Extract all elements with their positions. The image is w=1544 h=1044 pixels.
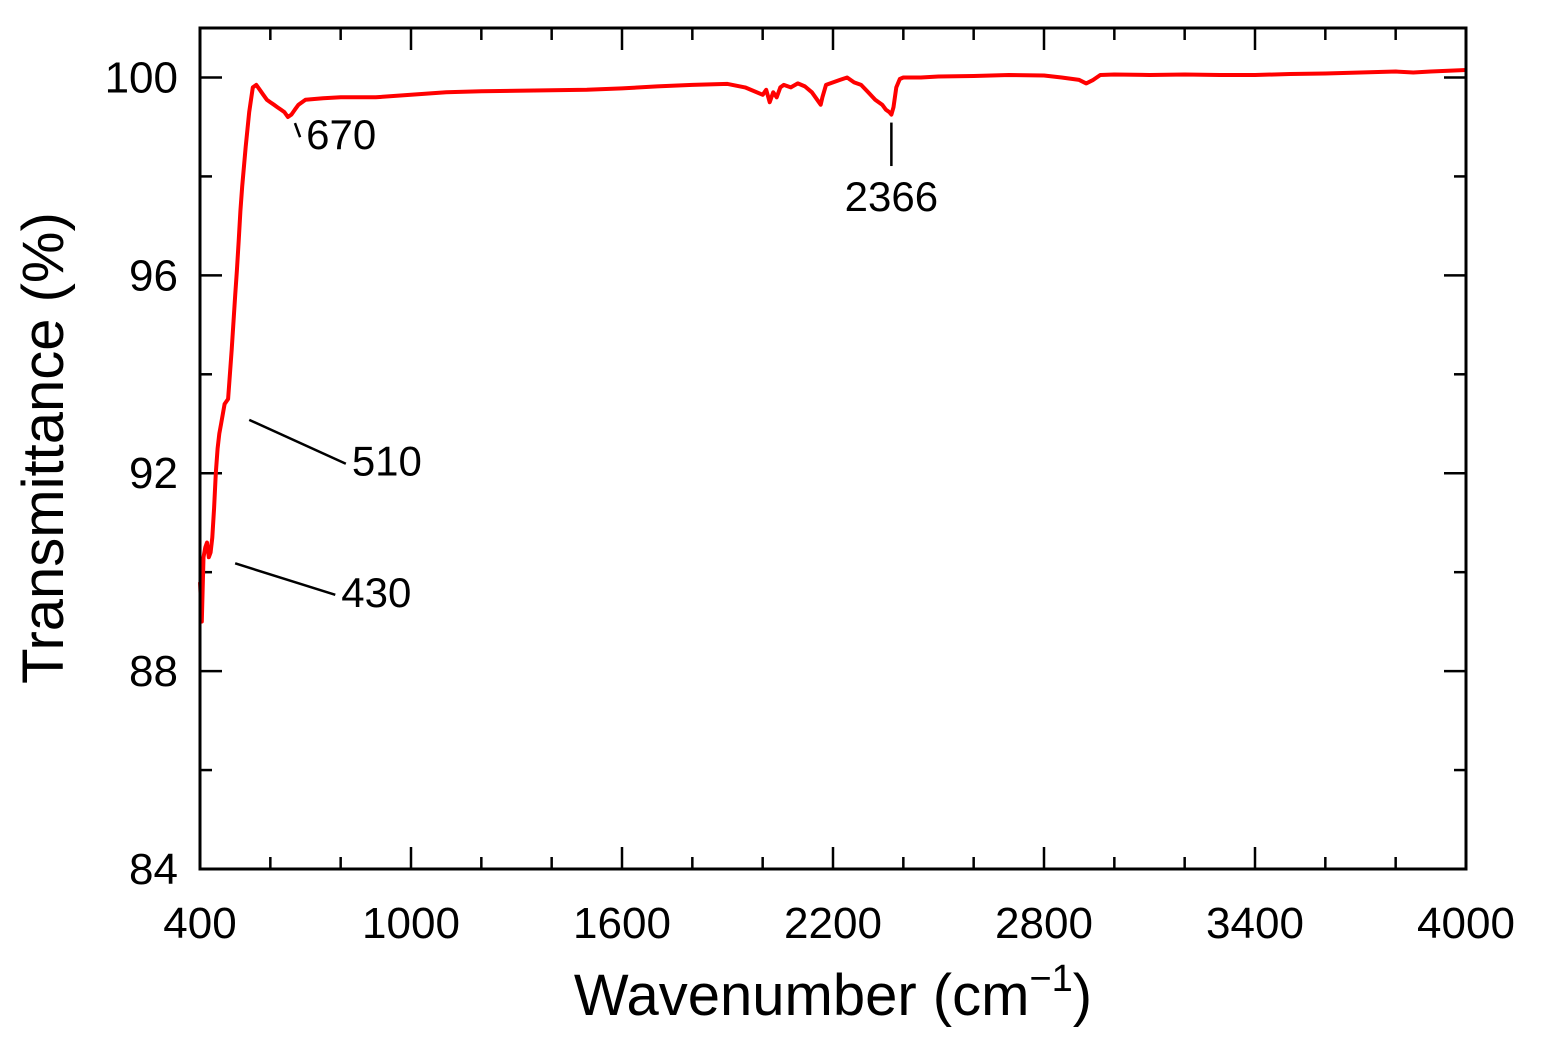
axis-tick-labels: 400 1000 1600 2200 2800 3400 4000 84 88 92 96 100 [105,53,1515,948]
annotation-label: 510 [352,438,422,485]
annotation-leader-line [234,562,336,596]
x-tick-label: 3400 [1206,899,1304,948]
series-layer [198,68,1467,624]
peak-annotation: 430 [234,562,411,616]
transmittance-series-line [198,68,1467,624]
x-tick-label: 400 [163,899,236,948]
x-tick-label: 4000 [1417,899,1515,948]
peak-annotation: 670 [293,111,376,158]
y-tick-label: 92 [129,449,178,498]
x-axis-title: Wavenumber (cm−1) [574,958,1092,1028]
y-tick-label: 100 [105,53,178,102]
peak-annotation: 2366 [845,122,938,220]
peak-annotation: 510 [248,418,422,485]
x-tick-label: 2800 [995,899,1093,948]
x-axis-title-superscript: −1 [1029,958,1072,1000]
x-axis-title-main: Wavenumber (cm [574,963,1030,1028]
plot-frame [198,26,1468,871]
x-tick-label: 1600 [573,899,671,948]
y-tick-label: 96 [129,251,178,300]
annotations: 670 2366 510 430 [234,111,938,616]
x-axis-title-tail: ) [1073,963,1092,1028]
y-tick-label: 84 [129,845,178,894]
y-tick-label: 88 [129,647,178,696]
annotation-leader-line [293,122,302,138]
annotation-label: 430 [341,569,411,616]
x-tick-label: 2200 [784,899,882,948]
annotation-label: 670 [306,111,376,158]
annotation-leader-line [248,418,347,465]
y-axis-title: Transmittance (%) [11,212,76,684]
annotation-label: 2366 [845,173,938,220]
x-tick-label: 1000 [362,899,460,948]
